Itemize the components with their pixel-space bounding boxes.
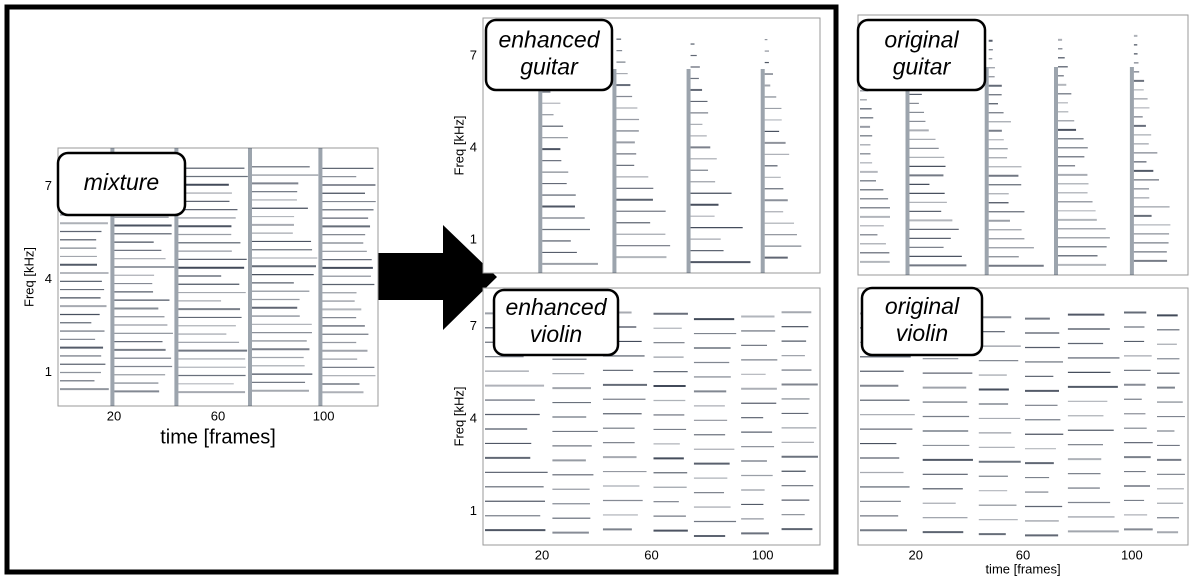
spectrogram-panel: mixture 7 4 1 Freq [kHz] 20 60 100 time [frames] <box>21 147 379 448</box>
panel-label: violin <box>896 320 948 346</box>
x-tick-label: 100 <box>1121 547 1143 562</box>
panel-label: original <box>885 293 960 319</box>
panel-label-box <box>56 151 187 217</box>
y-tick-label: 7 <box>470 48 477 63</box>
y-axis-label: Freq [kHz] <box>451 116 466 176</box>
x-tick-label: 20 <box>909 547 923 562</box>
onset <box>686 69 691 273</box>
onset <box>318 148 323 406</box>
panel-label: violin <box>530 321 582 347</box>
onset <box>1054 67 1058 275</box>
y-axis-label: Freq [kHz] <box>451 387 466 447</box>
y-tick-label: 7 <box>470 318 477 333</box>
onset <box>1129 67 1134 275</box>
onset <box>174 148 179 406</box>
panel-label-box <box>484 18 614 92</box>
onset <box>110 148 115 406</box>
x-tick-label: 100 <box>752 547 774 562</box>
onset <box>760 69 765 273</box>
y-tick-label: 4 <box>470 411 477 426</box>
x-tick-label: 20 <box>107 408 121 423</box>
panel-label: original <box>884 27 959 53</box>
frame <box>4 4 839 575</box>
x-tick-label: 100 <box>313 408 335 423</box>
x-axis-label: time [frames] <box>985 561 1060 576</box>
x-tick-label: 60 <box>1016 547 1030 562</box>
panel-label: enhanced <box>498 27 600 53</box>
x-tick-label: 20 <box>535 547 549 562</box>
x-axis-label: time [frames] <box>160 426 276 448</box>
x-tick-label: 60 <box>644 547 658 562</box>
onset <box>984 67 989 275</box>
onset <box>538 69 543 273</box>
y-tick-label: 4 <box>470 139 477 154</box>
panel-label-box <box>856 18 987 92</box>
y-axis-label: Freq [kHz] <box>21 247 36 307</box>
panel-label: guitar <box>893 54 952 80</box>
y-tick-label: 1 <box>470 231 477 246</box>
y-tick-label: 1 <box>470 503 477 518</box>
panel-label: enhanced <box>505 294 607 320</box>
y-tick-label: 7 <box>45 178 52 193</box>
onset <box>905 67 910 275</box>
panel-label-box <box>492 288 620 357</box>
x-tick-label: 60 <box>211 408 225 423</box>
panel-label: mixture <box>84 169 159 195</box>
y-tick-label: 4 <box>45 271 52 286</box>
panel-label-box <box>860 286 984 357</box>
panel-label: guitar <box>520 54 579 80</box>
y-tick-label: 1 <box>45 364 52 379</box>
arrow <box>378 225 497 330</box>
onset <box>612 69 617 273</box>
onset <box>248 148 252 406</box>
